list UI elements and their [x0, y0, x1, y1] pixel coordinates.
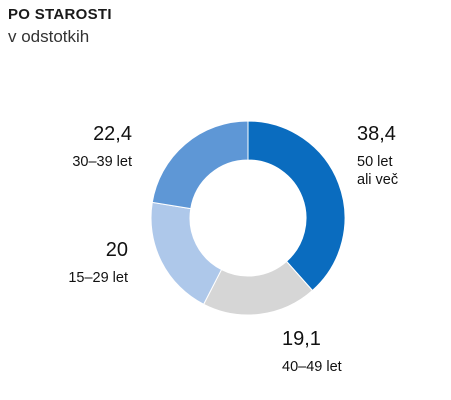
donut-slice-3: [150, 201, 223, 305]
slice-category-label-1: ali več: [357, 172, 398, 188]
donut-slice-1: [247, 120, 346, 292]
slice-category-label-1: 50 let: [357, 154, 392, 170]
slice-category-label-3: 15–29 let: [68, 270, 128, 286]
donut-slice-4: [151, 120, 249, 210]
chart-subtitle: v odstotkih: [8, 27, 90, 46]
slice-value-label-1: 38,4: [357, 123, 396, 145]
slice-category-label-4: 30–39 let: [72, 154, 132, 170]
slice-value-label-4: 22,4: [93, 123, 132, 145]
slice-value-label-3: 20: [106, 239, 128, 261]
slice-category-label-2: 40–49 let: [282, 359, 342, 375]
chart-title: PO STAROSTI: [8, 6, 112, 23]
slice-value-label-2: 19,1: [282, 328, 321, 350]
